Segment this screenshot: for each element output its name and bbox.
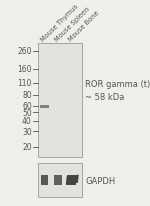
Text: 160: 160 [17, 65, 32, 74]
Text: 30: 30 [22, 127, 32, 136]
Polygon shape [40, 106, 49, 109]
Polygon shape [38, 163, 82, 197]
Polygon shape [68, 175, 76, 185]
Text: 60: 60 [22, 102, 32, 110]
Polygon shape [66, 175, 79, 185]
Text: 80: 80 [22, 91, 32, 100]
Polygon shape [38, 44, 82, 158]
Text: GAPDH: GAPDH [85, 176, 116, 185]
Polygon shape [40, 175, 48, 185]
Polygon shape [54, 175, 62, 185]
Text: Mouse Bone: Mouse Bone [68, 10, 100, 43]
Text: 20: 20 [22, 142, 32, 151]
Text: 110: 110 [18, 79, 32, 88]
Text: 260: 260 [17, 47, 32, 56]
Text: Mouse Spleen: Mouse Spleen [54, 6, 91, 43]
Text: 40: 40 [22, 117, 32, 126]
Text: 50: 50 [22, 108, 32, 117]
Text: ROR gamma (t)
~ 58 kDa: ROR gamma (t) ~ 58 kDa [85, 80, 150, 101]
Text: Mouse Thymus: Mouse Thymus [40, 4, 80, 43]
